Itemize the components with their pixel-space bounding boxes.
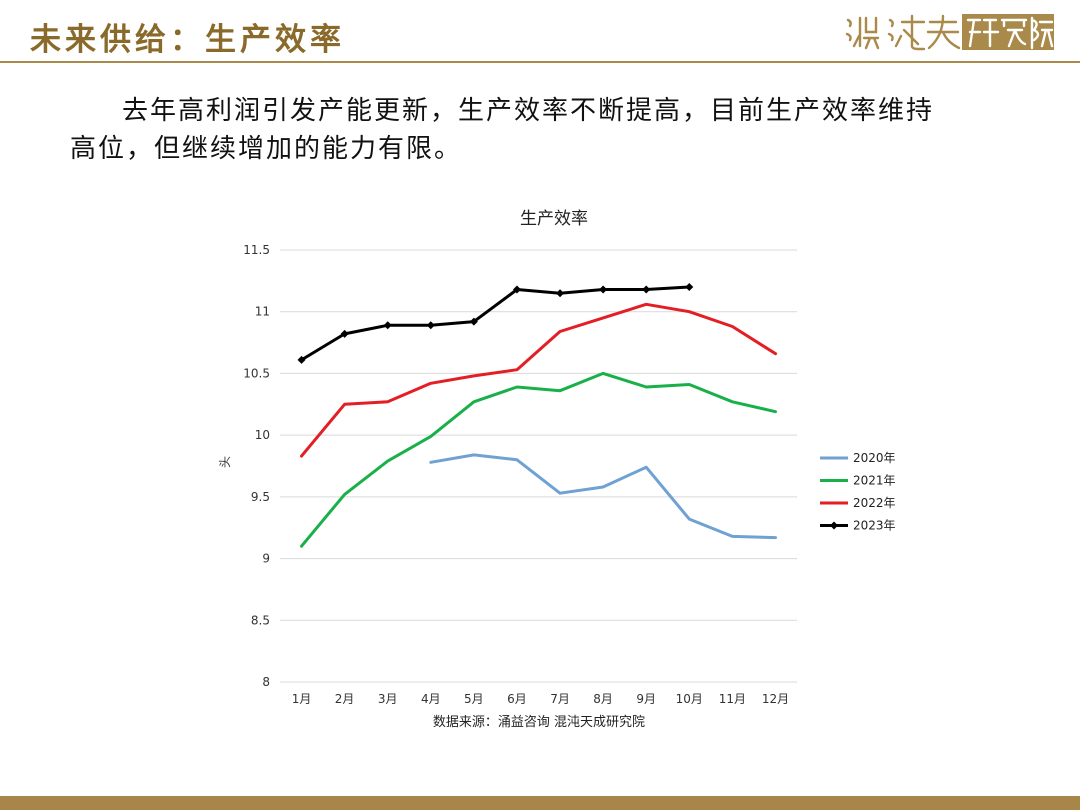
x-tick-label: 4月 [421, 692, 441, 706]
x-tick-label: 8月 [593, 692, 613, 706]
data-point [426, 321, 435, 330]
y-tick-label: 10.5 [243, 366, 270, 380]
y-tick-label: 8 [262, 675, 270, 689]
legend-marker [830, 521, 838, 530]
data-point [556, 289, 565, 298]
logo [845, 14, 1054, 51]
legend-item: 2023年 [820, 519, 896, 533]
data-point [383, 321, 392, 330]
series-line [300, 302, 777, 458]
series-0 [429, 453, 777, 540]
data-point [297, 355, 306, 364]
series-line [429, 453, 777, 540]
y-axis-ticks: 8 8.5 9 9.5 10 10.5 11 11.5 [243, 243, 270, 689]
legend-label: 2022年 [853, 496, 896, 510]
gridlines [280, 249, 797, 683]
x-tick-label: 9月 [636, 692, 656, 706]
y-tick-label: 11.5 [243, 243, 270, 257]
x-axis-ticks: 1月 2月 3月 4月 5月 6月 7月 8月 9月 10月 11月 12月 [292, 692, 789, 706]
series-line [300, 371, 777, 548]
legend-item: 2022年 [820, 496, 896, 510]
data-point [599, 285, 608, 294]
x-tick-label: 2月 [335, 692, 355, 706]
y-tick-label: 8.5 [251, 613, 270, 627]
series-3 [297, 283, 694, 364]
x-tick-label: 12月 [762, 692, 789, 706]
slide-title: 未来供给：生产效率 [30, 22, 345, 58]
chart-title: 生产效率 [520, 209, 588, 229]
data-point [469, 317, 478, 326]
x-tick-label: 11月 [719, 692, 746, 706]
y-tick-label: 10 [255, 428, 270, 442]
y-tick-label: 9 [262, 552, 270, 566]
series-1 [300, 371, 777, 548]
x-tick-label: 5月 [464, 692, 484, 706]
series-2 [300, 302, 777, 458]
y-tick-label: 11 [255, 305, 270, 319]
body-text: 去年高利润引发产能更新，生产效率不断提高，目前生产效率维持高位，但继续增加的能力… [70, 96, 935, 164]
header-rule [0, 61, 1080, 63]
data-point [642, 285, 651, 294]
legend-label: 2021年 [853, 474, 896, 488]
series-layer [297, 283, 777, 548]
x-tick-label: 1月 [292, 692, 312, 706]
y-tick-label: 9.5 [251, 490, 270, 504]
bottom-bar [0, 796, 1080, 810]
x-tick-label: 3月 [378, 692, 398, 706]
legend-label: 2023年 [853, 519, 896, 533]
y-axis-label: 头 [218, 456, 232, 468]
chart-source: 数据来源：涌益咨询 混沌天成研究院 [433, 715, 645, 730]
legend-label: 2020年 [853, 451, 896, 465]
data-point [685, 283, 694, 292]
x-tick-label: 6月 [507, 692, 527, 706]
data-point [512, 285, 521, 294]
legend: 2020年 2021年 2022年 2023年 [820, 451, 896, 533]
data-point [340, 329, 349, 338]
legend-item: 2020年 [820, 451, 896, 465]
x-tick-label: 10月 [676, 692, 703, 706]
x-tick-label: 7月 [550, 692, 570, 706]
series-line [300, 285, 691, 362]
legend-item: 2021年 [820, 474, 896, 488]
